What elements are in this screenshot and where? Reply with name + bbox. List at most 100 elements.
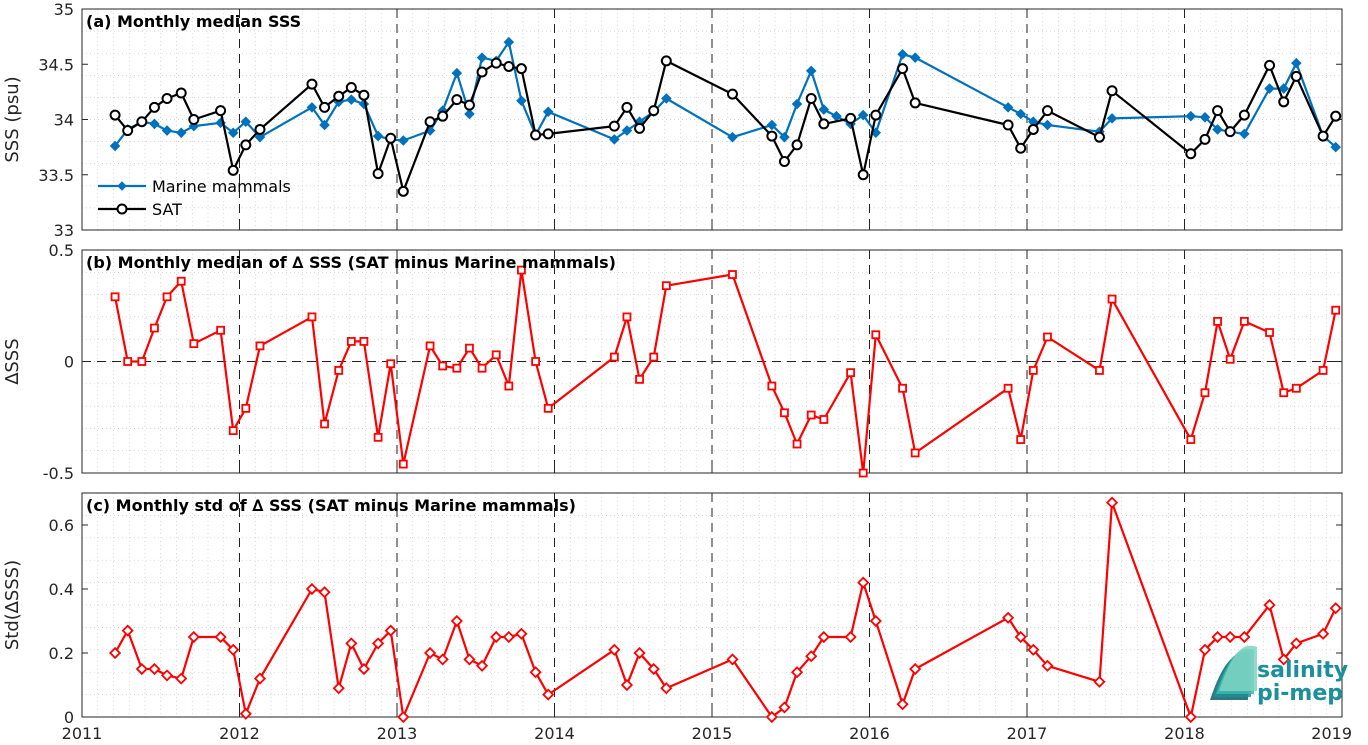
data-point (227, 164, 239, 176)
data-point (819, 415, 829, 424)
data-point (1291, 383, 1301, 393)
data-point (307, 312, 317, 322)
data-point (1225, 354, 1235, 364)
data-point (1224, 630, 1237, 644)
data-point (240, 116, 252, 127)
data-point (1211, 630, 1224, 644)
data-point (491, 350, 501, 360)
data-point (319, 101, 331, 113)
data-point (475, 659, 489, 672)
data-point (397, 185, 409, 197)
data-point (215, 105, 227, 117)
data-point (608, 120, 620, 132)
data-point (373, 432, 383, 442)
data-point (806, 410, 816, 420)
data-point (1278, 83, 1289, 94)
y-tick-label: 33.5 (38, 166, 74, 185)
data-point (253, 672, 267, 685)
data-point (240, 139, 252, 151)
data-point (857, 169, 869, 181)
panel-2: -0.5 0 0.5 ∆SSS (b) Monthly median of ∆ SSS … (2, 241, 1343, 483)
data-point (898, 383, 907, 393)
data-point (1041, 105, 1053, 117)
data-point (869, 614, 882, 628)
data-point (227, 127, 239, 139)
data-point (1015, 142, 1027, 154)
x-tick-label: 2015 (692, 724, 733, 743)
data-point (1199, 112, 1211, 123)
panel-title: (b) Monthly median of ∆ SSS (SAT minus M… (86, 253, 616, 272)
data-point (306, 102, 318, 113)
data-point (1184, 710, 1197, 724)
data-point (620, 678, 634, 692)
data-point (1239, 128, 1250, 140)
data-point (845, 112, 857, 124)
x-tick-label: 2013 (377, 724, 418, 743)
data-point (1264, 83, 1275, 94)
data-point (345, 637, 358, 650)
data-point (805, 650, 818, 663)
panel-3: 0 0.2 0.4 0.6 2011 2012 2013 2014 2015 2016 2017 20… (2, 492, 1352, 743)
data-point (1212, 105, 1224, 117)
series-line-1 (110, 265, 1341, 478)
data-point (319, 119, 330, 131)
data-point (175, 672, 188, 685)
data-point (1002, 611, 1015, 624)
data-point (1015, 108, 1026, 120)
data-point (1041, 659, 1054, 672)
data-point (661, 281, 671, 291)
data-point (504, 381, 514, 391)
data-point (148, 662, 161, 676)
data-point (728, 270, 737, 279)
data-point (254, 123, 266, 135)
data-point (1265, 328, 1274, 337)
data-point (305, 582, 319, 596)
data-point (896, 698, 909, 711)
data-point (1028, 366, 1038, 375)
data-point (359, 337, 369, 346)
data-point (909, 52, 921, 63)
legend-entry: Marine mammals (152, 177, 291, 196)
data-point (858, 468, 868, 478)
legend-entry: SAT (152, 200, 182, 219)
x-tick-label: 2017 (1007, 724, 1048, 743)
data-point (818, 104, 830, 115)
y-tick-label: 35 (54, 0, 74, 19)
data-point (476, 66, 488, 78)
x-tick-label: 2016 (849, 724, 890, 743)
legend-marker (117, 181, 127, 191)
data-point (357, 662, 370, 676)
data-point (621, 101, 633, 113)
data-point (334, 366, 344, 375)
data-point (398, 459, 408, 469)
data-point (1199, 133, 1211, 145)
data-point (727, 131, 738, 143)
logo-wave (1219, 645, 1257, 691)
data-point (909, 662, 922, 676)
data-point (660, 682, 673, 695)
data-point (1185, 148, 1197, 160)
data-point (160, 669, 174, 682)
data-point (1016, 435, 1026, 444)
data-point (765, 710, 778, 724)
data-point (1238, 109, 1250, 121)
data-point (1107, 294, 1117, 304)
series-line-1 (109, 496, 1342, 724)
data-point (648, 105, 660, 117)
data-point (1093, 131, 1105, 143)
data-point (149, 118, 160, 130)
data-point (767, 381, 777, 391)
data-point (1331, 305, 1341, 315)
data-point (358, 89, 370, 101)
data-point (1330, 141, 1341, 153)
data-point (910, 448, 920, 458)
data-point (542, 128, 554, 140)
data-point (635, 374, 644, 384)
data-point (239, 707, 252, 720)
data-point (870, 109, 882, 121)
panel-title: (a) Monthly median SSS (86, 12, 301, 31)
data-point (805, 65, 817, 77)
data-point (609, 352, 619, 362)
data-point (778, 701, 791, 714)
